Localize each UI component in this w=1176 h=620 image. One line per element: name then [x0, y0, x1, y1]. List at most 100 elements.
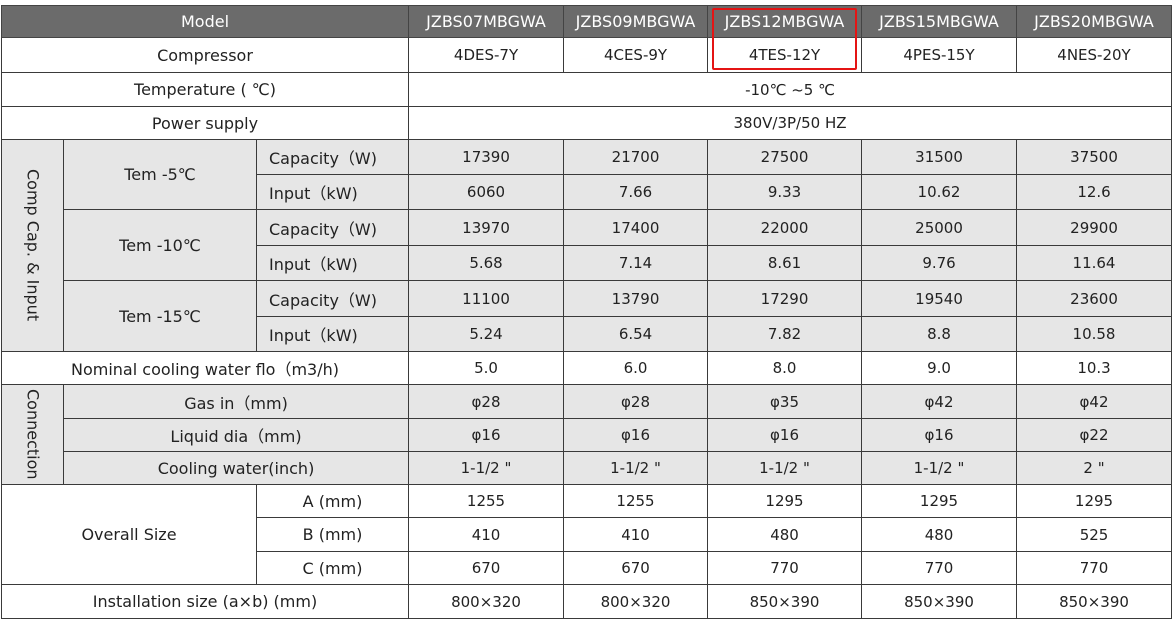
- power-supply-label: Power supply: [0, 106, 410, 140]
- capacity-value: 17400: [563, 209, 709, 246]
- connection-value: φ16: [563, 418, 709, 452]
- nominal-flow-value: 5.0: [408, 351, 565, 385]
- connection-value: φ35: [707, 384, 863, 419]
- table-row: Input（kW) 5.68 7.14 8.61 9.76 11.64: [2, 245, 1173, 281]
- nominal-flow-value: 6.0: [563, 351, 709, 385]
- dimension-value: 525: [1016, 517, 1173, 552]
- table-row: Compressor 4DES-7Y 4CES-9Y 4TES-12Y 4PES-15Y…: [0, 37, 1173, 73]
- input-value: 9.33: [707, 174, 863, 210]
- model-name: JZBS15MBGWA: [861, 5, 1018, 38]
- input-value: 7.66: [563, 174, 709, 210]
- dimension-value: 410: [563, 517, 709, 552]
- header-row: Model JZBS07MBGWA JZBS09MBGWA JZBS12MBGWA JZ…: [0, 5, 1173, 38]
- capacity-value: 37500: [1016, 139, 1173, 175]
- input-label: Input（kW): [255, 174, 410, 210]
- installation-value: 850×390: [861, 584, 1018, 619]
- input-value: 9.76: [861, 245, 1018, 281]
- compressor-value: 4TES-12Y: [707, 37, 863, 73]
- dimension-label: A (mm): [255, 484, 410, 518]
- power-supply-value: 380V/3P/50 HZ: [408, 106, 1173, 140]
- input-value: 11.64: [1016, 245, 1173, 281]
- connection-value: 2 ": [1016, 451, 1173, 485]
- capacity-label: Capacity（W): [255, 280, 410, 317]
- capacity-label: Capacity（W): [255, 209, 410, 246]
- capacity-label: Capacity（W): [255, 139, 410, 175]
- connection-value: 1-1/2 ": [408, 451, 565, 485]
- capacity-value: 27500: [707, 139, 863, 175]
- connection-value: φ42: [861, 384, 1018, 419]
- model-name: JZBS12MBGWA: [707, 5, 863, 38]
- table-row: B (mm) 410 410 480 480 525: [2, 517, 1173, 552]
- compressor-value: 4DES-7Y: [408, 37, 565, 73]
- dimension-value: 1295: [707, 484, 863, 518]
- input-value: 7.82: [707, 316, 863, 352]
- dimension-value: 1255: [563, 484, 709, 518]
- table-row: Installation size (a×b) (mm) 800×320 800×3…: [0, 584, 1173, 619]
- overall-size-label: Overall Size: [1, 484, 257, 585]
- nominal-flow-value: 8.0: [707, 351, 863, 385]
- installation-value: 800×320: [408, 584, 565, 619]
- nominal-flow-value: 10.3: [1016, 351, 1173, 385]
- nominal-flow-value: 9.0: [861, 351, 1018, 385]
- temperature-label: Temperature ( ℃): [0, 72, 410, 107]
- capacity-value: 31500: [861, 139, 1018, 175]
- installation-label: Installation size (a×b) (mm): [0, 584, 410, 619]
- condition-label: Tem -15℃: [63, 280, 257, 352]
- condition-label: Tem -5℃: [63, 139, 257, 210]
- connection-value: φ42: [1016, 384, 1173, 419]
- model-name: JZBS20MBGWA: [1016, 5, 1173, 38]
- table-row: Nominal cooling water flo（m3/h) 5.0 6.0 8.0…: [0, 351, 1173, 385]
- table-row: Power supply 380V/3P/50 HZ: [0, 106, 1173, 140]
- connection-value: φ28: [563, 384, 709, 419]
- table-row: Input（kW) 5.24 6.54 7.82 8.8 10.58: [2, 316, 1173, 352]
- compressor-value: 4NES-20Y: [1016, 37, 1173, 73]
- nominal-flow-label: Nominal cooling water flo（m3/h): [0, 351, 410, 385]
- capacity-value: 21700: [563, 139, 709, 175]
- connection-group-label: Connection: [1, 384, 64, 485]
- compressor-label: Compressor: [0, 37, 410, 73]
- capacity-value: 19540: [861, 280, 1018, 317]
- installation-value: 850×390: [707, 584, 863, 619]
- input-value: 10.62: [861, 174, 1018, 210]
- dimension-value: 670: [408, 551, 565, 585]
- table-row: Tem -10℃ Capacity（W) 13970 17400 22000 25000 2…: [2, 209, 1173, 281]
- connection-value: φ16: [707, 418, 863, 452]
- temperature-value: -10℃ ~5 ℃: [408, 72, 1173, 107]
- model-name: JZBS09MBGWA: [563, 5, 709, 38]
- input-value: 5.68: [408, 245, 565, 281]
- dimension-value: 480: [707, 517, 863, 552]
- input-value: 6.54: [563, 316, 709, 352]
- compressor-value: 4PES-15Y: [861, 37, 1018, 73]
- connection-value: φ22: [1016, 418, 1173, 452]
- table-row: Liquid dia（mm) φ16 φ16 φ16 φ16 φ22: [2, 418, 1173, 452]
- dimension-value: 670: [563, 551, 709, 585]
- capacity-value: 25000: [861, 209, 1018, 246]
- capacity-value: 11100: [408, 280, 565, 317]
- table-row: Overall Size A (mm) 1255 1255 1295 1295 1295: [1, 484, 1173, 585]
- input-value: 5.24: [408, 316, 565, 352]
- dimension-value: 1295: [1016, 484, 1173, 518]
- connection-value: 1-1/2 ": [861, 451, 1018, 485]
- capacity-value: 17390: [408, 139, 565, 175]
- input-value: 8.61: [707, 245, 863, 281]
- comp-cap-group-label: Comp Cap. & Input: [1, 139, 64, 352]
- input-label: Input（kW): [255, 316, 410, 352]
- dimension-value: 1255: [408, 484, 565, 518]
- connection-label: Cooling water(inch): [62, 451, 410, 485]
- input-value: 6060: [408, 174, 565, 210]
- input-value: 8.8: [861, 316, 1018, 352]
- comp-cap-group-label-text: Comp Cap. & Input: [23, 169, 43, 322]
- connection-value: 1-1/2 ": [707, 451, 863, 485]
- dimension-value: 410: [408, 517, 565, 552]
- connection-value: φ16: [408, 418, 565, 452]
- dimension-value: 770: [1016, 551, 1173, 585]
- capacity-value: 22000: [707, 209, 863, 246]
- input-value: 7.14: [563, 245, 709, 281]
- dimension-value: 770: [861, 551, 1018, 585]
- table-row: Cooling water(inch) 1-1/2 " 1-1/2 " 1-1/2 "…: [2, 451, 1173, 485]
- dimension-value: 770: [707, 551, 863, 585]
- installation-value: 850×390: [1016, 584, 1173, 619]
- connection-group-label-text: Connection: [23, 389, 43, 480]
- installation-value: 800×320: [563, 584, 709, 619]
- connection-label: Gas in（mm): [62, 384, 410, 419]
